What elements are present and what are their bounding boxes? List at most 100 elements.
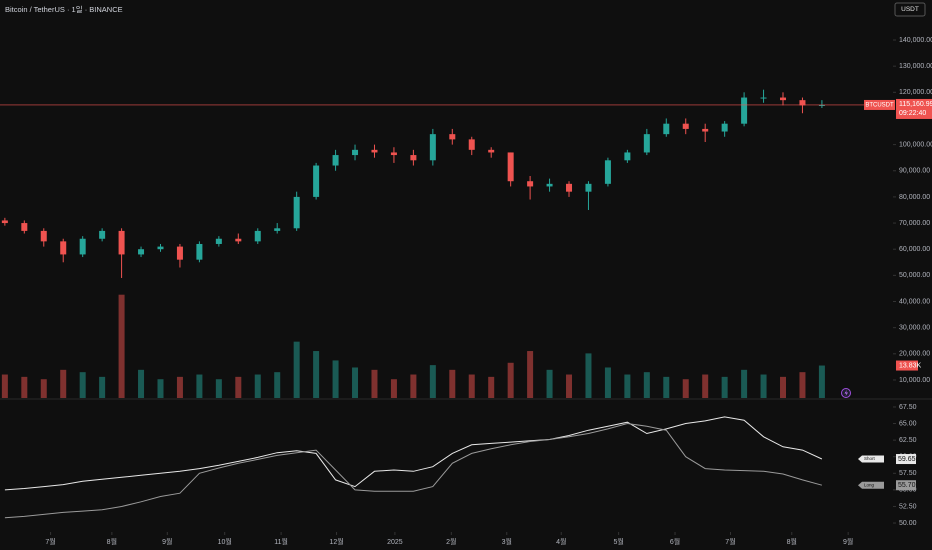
candle-body	[215, 238, 222, 244]
candle-body	[682, 123, 689, 129]
volume-bar	[702, 374, 709, 398]
volume-bar	[138, 369, 145, 398]
x-tick-label: 7월	[45, 537, 55, 546]
candle-body	[546, 183, 553, 187]
y-tick-label: 52.50	[899, 503, 917, 510]
volume-bar	[429, 365, 436, 398]
candle-body	[741, 97, 748, 124]
lightning-glyph	[844, 389, 848, 397]
x-tick-label: 9월	[843, 537, 853, 546]
candle-body	[488, 149, 495, 153]
indicator-line	[4, 416, 823, 491]
volume-bar	[546, 369, 553, 398]
candle-body	[21, 223, 28, 231]
candle-body	[235, 238, 242, 242]
y-tick-label: 65.00	[899, 420, 917, 427]
series-name-tag	[858, 481, 884, 489]
countdown-label: 09:22:40	[899, 110, 926, 117]
x-tick-label: 11월	[274, 537, 288, 546]
candle-body	[604, 160, 611, 184]
series-name-tag	[858, 455, 884, 463]
y-tick-label: 60,000.00	[899, 246, 930, 253]
candle-body	[527, 181, 534, 187]
candle-body	[99, 230, 106, 239]
y-tick-label: 30,000.00	[899, 325, 930, 332]
volume-bar	[196, 374, 203, 398]
candle-body	[643, 134, 650, 153]
volume-bar	[352, 367, 359, 398]
value-label: 55.70	[898, 482, 916, 489]
candle-body	[332, 155, 339, 166]
volume-bar	[235, 376, 242, 398]
candle-body	[566, 183, 573, 192]
x-tick-label: 8월	[107, 537, 117, 546]
candle-body	[157, 246, 164, 250]
volume-bar	[682, 379, 689, 398]
volume-bar	[390, 379, 397, 398]
x-tick-label: 5월	[613, 537, 623, 546]
volume-bar	[99, 376, 106, 398]
volume-bar	[176, 376, 183, 398]
candle-body	[663, 123, 670, 135]
volume-bar	[799, 372, 806, 398]
x-tick-label: 10월	[218, 537, 232, 546]
candle-body	[468, 139, 475, 150]
candle-body	[1, 220, 8, 224]
candle-body	[118, 230, 125, 255]
volume-bar	[21, 376, 28, 398]
volume-bar	[332, 360, 339, 398]
y-tick-label: 57.50	[899, 470, 917, 477]
price-tag	[896, 98, 932, 119]
volume-bar	[760, 374, 767, 398]
volume-bar	[507, 362, 514, 398]
legend-label: Short	[864, 456, 876, 461]
currency-button[interactable]	[894, 2, 926, 17]
volume-tag	[896, 360, 918, 371]
volume-bar	[79, 372, 86, 398]
candle-body	[274, 228, 281, 231]
volume-bar	[118, 294, 125, 398]
candle-body	[449, 134, 456, 140]
candle-body	[585, 183, 592, 192]
candle-body	[760, 97, 767, 99]
x-tick-label: 6월	[670, 537, 680, 546]
y-tick-label: 120,000.00	[899, 89, 932, 96]
candle-body	[721, 123, 728, 132]
candle-body	[818, 104, 825, 106]
candle-body	[196, 243, 203, 260]
volume-bar	[293, 341, 300, 398]
volume-bar	[818, 365, 825, 398]
y-tick-label: 67.50	[899, 404, 917, 411]
volume-bar	[449, 369, 456, 398]
volume-bar	[371, 369, 378, 398]
x-tick-label: 8월	[787, 537, 797, 546]
volume-bar	[585, 353, 592, 398]
symbol-tag	[864, 99, 895, 110]
volume-bar	[624, 374, 631, 398]
volume-bar	[488, 376, 495, 398]
volume-bar	[643, 372, 650, 398]
volume-bar	[215, 379, 222, 398]
candle-body	[40, 230, 47, 242]
candle-body	[176, 246, 183, 260]
volume-bar	[604, 367, 611, 398]
candle-body	[799, 100, 806, 106]
candle-body	[60, 241, 67, 255]
legend-label: Long	[864, 482, 875, 487]
symbol-label: BTCUSDT	[865, 103, 894, 109]
indicator-line	[4, 422, 823, 519]
candle-body	[702, 128, 709, 132]
value-label: 59.65	[898, 456, 916, 463]
y-tick-label: 80,000.00	[899, 194, 930, 201]
volume-bar	[410, 374, 417, 398]
volume-bar	[254, 374, 261, 398]
currency-label[interactable]: USDT	[901, 6, 919, 13]
candle-body	[254, 230, 261, 242]
last-price-label: 115,160.99	[899, 101, 932, 108]
volume-bar	[741, 369, 748, 398]
candle-body	[507, 152, 514, 182]
candle-body	[138, 249, 145, 255]
value-tag	[896, 454, 916, 465]
volume-label: 13.83K	[899, 362, 922, 369]
y-tick-label: 100,000.00	[899, 141, 932, 148]
